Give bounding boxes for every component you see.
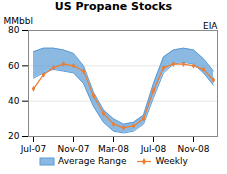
svg-text:EIA: EIA xyxy=(203,21,218,31)
svg-text:80: 80 xyxy=(8,25,20,35)
svg-text:MMbbl: MMbbl xyxy=(4,16,33,26)
svg-text:Nov-07: Nov-07 xyxy=(57,144,89,154)
html-text:Average Range: Average Range xyxy=(58,156,127,166)
html-text:Weekly: Weekly xyxy=(155,156,188,166)
svg-text:Mar-08: Mar-08 xyxy=(98,144,129,154)
svg-text:Jul-08: Jul-08 xyxy=(140,144,167,154)
svg-text:40: 40 xyxy=(8,96,20,106)
svg-text:20: 20 xyxy=(8,131,20,141)
svg-text:Jul-07: Jul-07 xyxy=(20,144,47,154)
svg-text:Nov-08: Nov-08 xyxy=(177,144,209,154)
svg-text:60: 60 xyxy=(8,61,20,71)
html-text:US Propane Stocks: US Propane Stocks xyxy=(54,0,173,13)
